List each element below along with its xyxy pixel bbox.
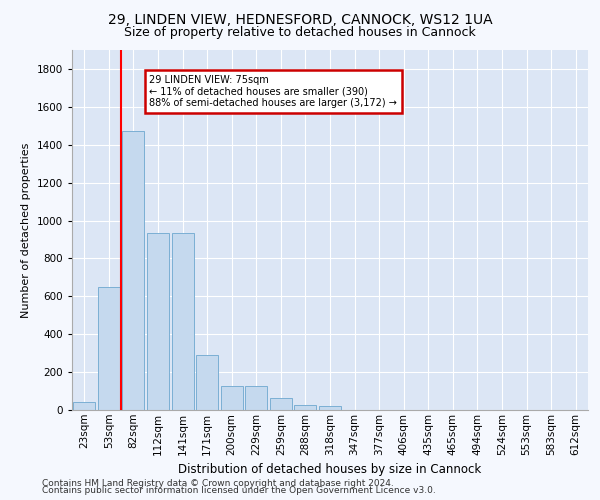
Text: 29 LINDEN VIEW: 75sqm
← 11% of detached houses are smaller (390)
88% of semi-det: 29 LINDEN VIEW: 75sqm ← 11% of detached …	[149, 75, 397, 108]
Bar	[295, 406, 316, 410]
Text: 29, LINDEN VIEW, HEDNESFORD, CANNOCK, WS12 1UA: 29, LINDEN VIEW, HEDNESFORD, CANNOCK, WS…	[107, 12, 493, 26]
Bar	[319, 406, 341, 410]
Bar	[196, 355, 218, 410]
Text: Contains HM Land Registry data © Crown copyright and database right 2024.: Contains HM Land Registry data © Crown c…	[42, 478, 394, 488]
Bar	[172, 233, 194, 410]
Text: Size of property relative to detached houses in Cannock: Size of property relative to detached ho…	[124, 26, 476, 39]
Text: Contains public sector information licensed under the Open Government Licence v3: Contains public sector information licen…	[42, 486, 436, 495]
Bar	[270, 398, 292, 410]
Bar	[73, 402, 95, 410]
Bar	[98, 287, 120, 410]
Bar	[245, 386, 268, 410]
Y-axis label: Number of detached properties: Number of detached properties	[21, 142, 31, 318]
Bar	[147, 233, 169, 410]
Bar	[122, 132, 145, 410]
X-axis label: Distribution of detached houses by size in Cannock: Distribution of detached houses by size …	[178, 463, 482, 476]
Bar	[221, 386, 243, 410]
